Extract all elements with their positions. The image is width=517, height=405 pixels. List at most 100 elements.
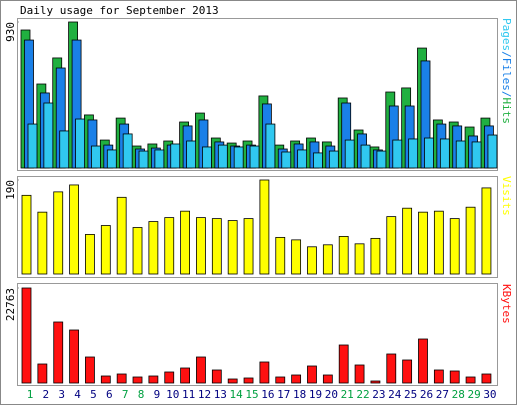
bar <box>91 145 101 169</box>
bar <box>328 150 339 169</box>
bar <box>424 137 434 169</box>
x-tick-label: 16 <box>261 388 274 401</box>
bar <box>338 235 349 275</box>
x-tick-label: 22 <box>356 388 369 401</box>
x-tick-label: 18 <box>293 388 306 401</box>
x-tick-label: 5 <box>90 388 97 401</box>
x-tick-label: 6 <box>106 388 113 401</box>
legend-entry: KBytes <box>500 284 513 324</box>
x-tick-label: 3 <box>58 388 65 401</box>
bar <box>53 321 64 384</box>
bar <box>402 207 413 275</box>
bar <box>386 216 397 275</box>
x-tick-label: 14 <box>230 388 244 401</box>
bar <box>100 375 111 384</box>
x-tick-label: 28 <box>452 388 465 401</box>
legend-separator: / <box>500 51 513 58</box>
bar <box>164 371 175 384</box>
bar <box>354 364 365 384</box>
bar <box>487 134 498 169</box>
bar <box>170 143 181 169</box>
bar <box>386 353 397 384</box>
bar <box>43 102 54 169</box>
x-tick-label: 19 <box>309 388 322 401</box>
bar <box>418 211 428 275</box>
bar <box>408 138 419 169</box>
bar <box>27 123 38 169</box>
bar <box>196 356 206 384</box>
bar <box>53 191 64 275</box>
bar <box>455 140 466 169</box>
bar <box>313 152 323 169</box>
bar <box>37 211 48 275</box>
legend-separator: / <box>500 91 513 98</box>
x-tick-label: 11 <box>182 388 195 401</box>
x-tick-label: 21 <box>341 388 354 401</box>
bar <box>249 145 260 169</box>
bar <box>21 194 32 275</box>
bar <box>132 227 143 275</box>
bar <box>392 139 403 169</box>
bar <box>338 344 349 384</box>
bar <box>360 144 371 169</box>
legend: KBytes <box>500 284 513 324</box>
bar <box>291 239 302 275</box>
bar <box>85 234 95 275</box>
bar <box>227 378 238 384</box>
bar <box>227 220 238 275</box>
bar <box>106 149 117 169</box>
x-tick-label: 2 <box>43 388 50 401</box>
bar <box>132 376 143 384</box>
x-tick-label: 13 <box>214 388 227 401</box>
x-tick-label: 20 <box>325 388 338 401</box>
bar <box>418 338 428 384</box>
chart-title: Daily usage for September 2013 <box>20 4 219 17</box>
x-tick-label: 12 <box>198 388 211 401</box>
bar <box>259 361 270 384</box>
bar <box>148 221 159 275</box>
y-tick-label: 190 <box>4 180 17 200</box>
bar <box>291 374 302 384</box>
bar <box>243 377 254 384</box>
bar <box>259 179 270 275</box>
bar <box>322 374 333 384</box>
bar <box>59 130 70 169</box>
bar <box>449 218 460 275</box>
bar <box>402 359 413 384</box>
bar <box>297 149 308 169</box>
x-tick-label: 1 <box>27 388 34 401</box>
bar <box>370 380 381 384</box>
bar <box>180 210 191 275</box>
x-tick-label: 7 <box>122 388 129 401</box>
legend: Pages/Files/Hits <box>500 18 513 124</box>
bar <box>122 133 133 169</box>
bar <box>202 146 212 169</box>
y-tick-label: 930 <box>4 22 17 42</box>
bar <box>344 139 355 169</box>
bar <box>471 141 482 169</box>
x-tick-label: 10 <box>166 388 179 401</box>
bar <box>211 369 222 384</box>
legend-entry: Pages <box>500 18 513 51</box>
bar <box>433 369 444 384</box>
bar <box>180 367 191 384</box>
bar <box>100 225 111 275</box>
bar <box>69 329 79 384</box>
bar <box>138 150 149 169</box>
x-tick-label: 15 <box>245 388 258 401</box>
legend-entry: Files <box>500 58 513 91</box>
bar <box>69 184 79 275</box>
bar <box>243 218 254 275</box>
bar <box>265 123 276 169</box>
x-tick-label: 27 <box>436 388 449 401</box>
bar <box>148 375 159 384</box>
bar <box>233 146 244 169</box>
bar <box>370 237 381 275</box>
bar <box>186 140 197 169</box>
bar <box>275 236 286 275</box>
legend-entry: Visits <box>500 176 513 216</box>
x-tick-label: 9 <box>154 388 161 401</box>
x-tick-label: 8 <box>138 388 145 401</box>
bar <box>281 151 292 169</box>
